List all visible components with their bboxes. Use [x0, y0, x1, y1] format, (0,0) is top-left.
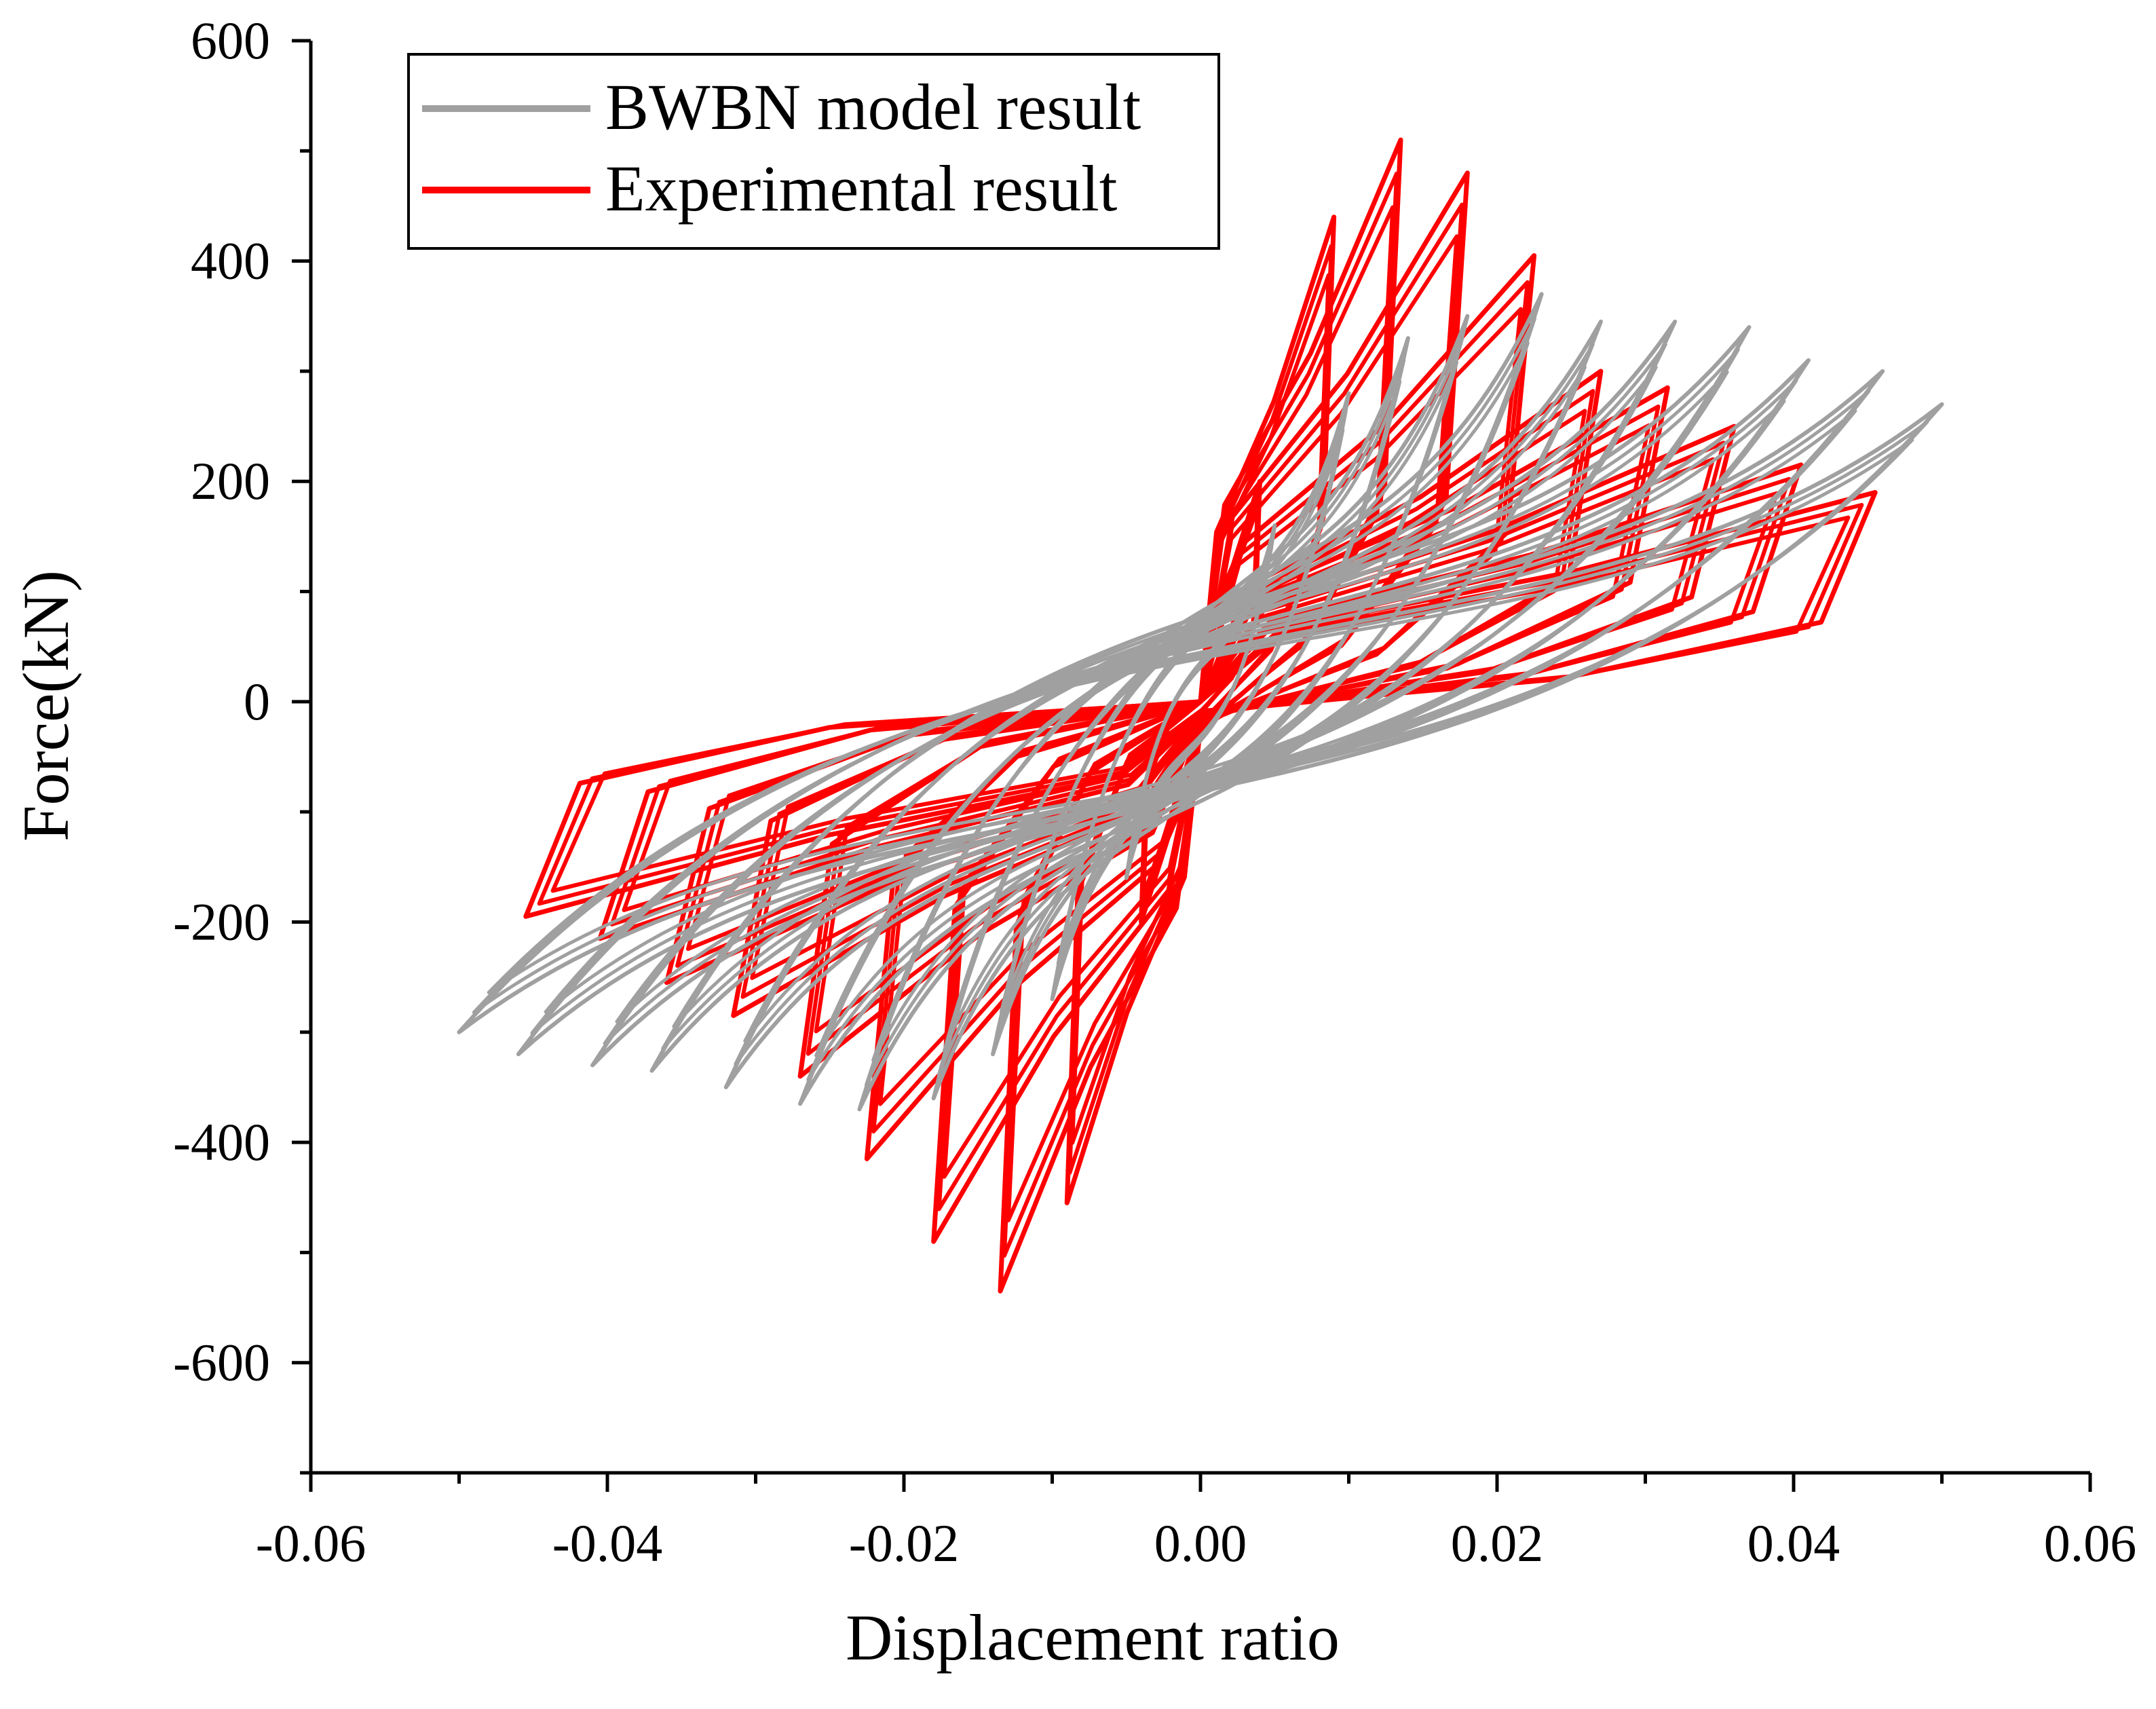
- legend: BWBN model result Experimental result: [407, 53, 1220, 250]
- y-tick-label: -200: [173, 892, 270, 951]
- x-tick-label: -0.04: [552, 1514, 662, 1573]
- x-tick-label: 0.00: [1154, 1514, 1247, 1573]
- y-axis-title: Force(kN): [10, 570, 82, 842]
- x-tick-label: 0.02: [1451, 1514, 1544, 1573]
- series-layer: [457, 137, 1944, 1294]
- x-tick-label: 0.06: [2044, 1514, 2137, 1573]
- y-tick-label: 600: [191, 11, 270, 70]
- x-tick-label: -0.06: [256, 1514, 366, 1573]
- y-tick-label: -400: [173, 1112, 270, 1171]
- experimental-loop-9-repeat-2: [550, 515, 1851, 893]
- x-tick-label: 0.04: [1747, 1514, 1840, 1573]
- y-tick-label: -600: [173, 1333, 270, 1392]
- bwbn-loop-6-repeat-1: [734, 343, 1667, 1066]
- series-bwbn-model: [457, 292, 1944, 1112]
- y-tick-label: 200: [191, 451, 270, 510]
- x-tick-label: -0.02: [849, 1514, 959, 1573]
- y-tick-label: 400: [191, 231, 270, 290]
- series-experimental: [523, 137, 1878, 1294]
- bwbn-loop-0-repeat-2: [1127, 544, 1274, 859]
- bwbn-loop-10-repeat-2: [487, 438, 1914, 994]
- legend-box: [407, 53, 1220, 250]
- bwbn-loop-6-repeat-2: [743, 365, 1658, 1043]
- legend-label-bwbn: BWBN model result: [605, 71, 1141, 143]
- axes-layer: -0.06 -0.04 -0.02 0.00 0.02 0.04 0.06 -600 -400 -…: [173, 11, 2136, 1573]
- x-axis-title: Displacement ratio: [846, 1601, 1340, 1674]
- bwbn-loop-5-repeat-2: [814, 365, 1587, 1057]
- y-tick-label: 0: [244, 672, 270, 731]
- legend-label-experimental: Experimental result: [605, 152, 1118, 225]
- bwbn-loop-6: [723, 319, 1678, 1089]
